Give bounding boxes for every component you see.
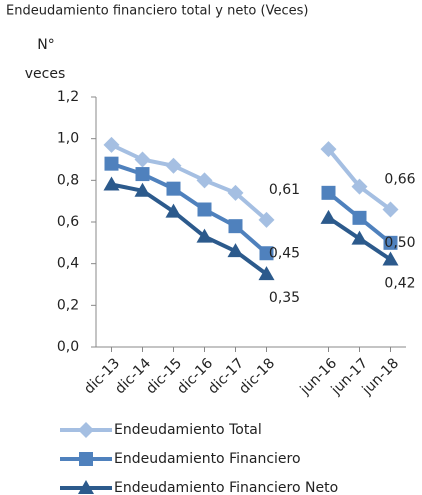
marker [321, 185, 336, 200]
y-tick-label: 0,0 [57, 339, 79, 355]
y-tick-label: 0,4 [57, 256, 79, 272]
marker [258, 266, 275, 281]
legend-label: Endeudamiento Total [114, 422, 262, 438]
data-label: 0,42 [384, 276, 415, 292]
y-tick-label: 0,2 [57, 297, 79, 313]
marker [165, 157, 182, 174]
marker [382, 201, 399, 218]
data-label: 0,35 [269, 290, 300, 306]
marker [78, 480, 94, 494]
marker [382, 251, 399, 266]
marker [259, 246, 274, 261]
marker [352, 210, 367, 225]
marker [383, 235, 398, 250]
data-label: 0,45 [269, 245, 300, 261]
marker [165, 203, 182, 218]
y-tick-label: 1,2 [57, 89, 79, 105]
y-axis-label: veces [25, 66, 66, 82]
marker [104, 156, 119, 171]
marker [79, 452, 93, 466]
marker [134, 182, 151, 197]
y-axis-label: N° [37, 37, 54, 53]
marker [320, 141, 337, 158]
x-tick-label: dic-18 [236, 355, 278, 397]
data-label: 0,66 [384, 172, 415, 188]
y-tick-label: 0,6 [57, 214, 79, 230]
data-label: 0,50 [384, 235, 415, 251]
marker [320, 209, 337, 224]
marker [134, 151, 151, 168]
y-tick-label: 0,8 [57, 172, 79, 188]
marker [166, 181, 181, 196]
series-line [111, 182, 392, 276]
legend-label: Endeudamiento Financiero [114, 451, 301, 467]
marker [351, 230, 368, 245]
marker [227, 184, 244, 201]
chart-title: Endeudamiento financiero total y neto (V… [6, 4, 308, 19]
marker [78, 422, 94, 438]
marker [103, 136, 120, 153]
marker [197, 202, 212, 217]
marker [103, 176, 120, 191]
marker [196, 228, 213, 243]
marker [135, 167, 150, 182]
marker [196, 172, 213, 189]
legend-label: Endeudamiento Financiero Neto [114, 480, 338, 495]
marker [258, 211, 275, 228]
marker [227, 243, 244, 258]
y-tick-label: 1,0 [57, 131, 79, 147]
marker [351, 178, 368, 195]
data-label: 0,61 [269, 182, 300, 198]
marker [228, 219, 243, 234]
